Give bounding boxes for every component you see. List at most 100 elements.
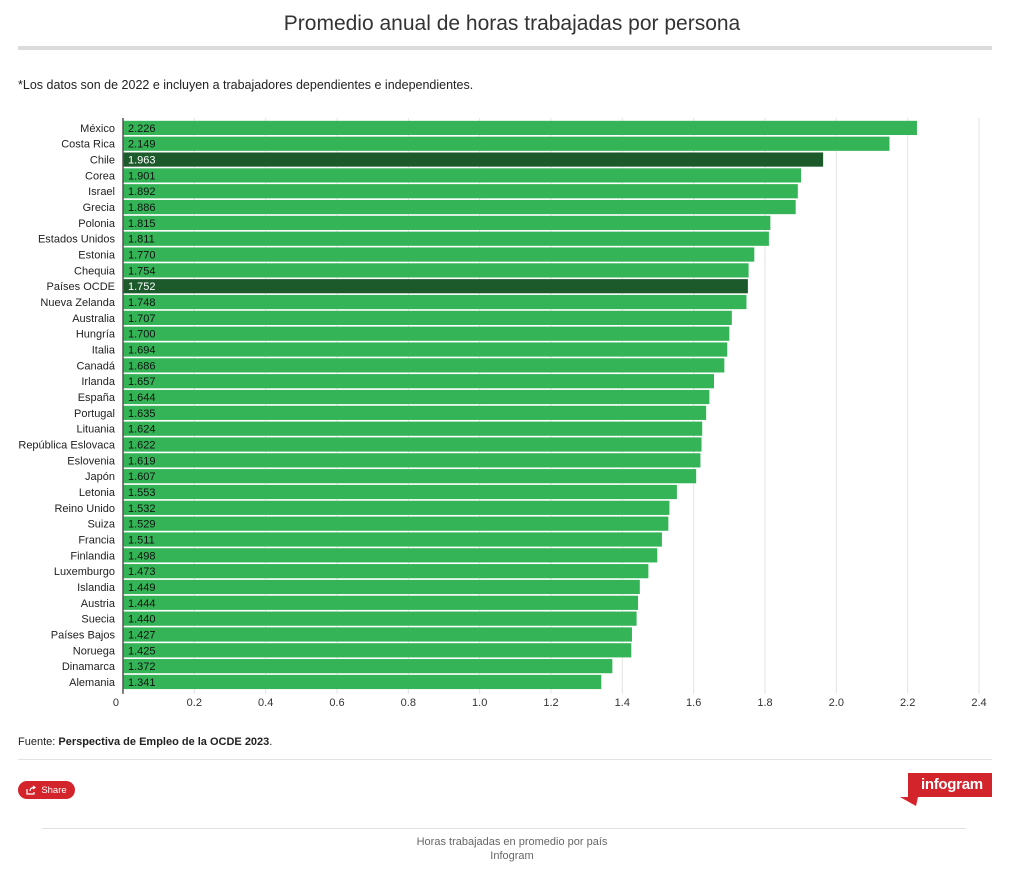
x-tick-label: 0.6 xyxy=(329,697,344,709)
category-label: México xyxy=(80,123,115,135)
value-label: 1.532 xyxy=(128,503,156,515)
category-label: Chequia xyxy=(74,265,116,277)
x-tick-label: 0 xyxy=(113,697,119,709)
category-label: Austria xyxy=(81,598,116,610)
bar xyxy=(123,231,769,246)
value-label: 1.811 xyxy=(128,234,155,246)
x-tick-label: 2.2 xyxy=(900,697,915,709)
category-label: Noruega xyxy=(73,645,116,657)
category-label: Portugal xyxy=(74,408,115,420)
category-label: Suecia xyxy=(81,614,116,626)
x-tick-label: 0.2 xyxy=(187,697,202,709)
bar xyxy=(123,595,639,610)
infogram-logo[interactable] xyxy=(900,773,992,806)
bar xyxy=(123,215,771,230)
value-label: 1.707 xyxy=(128,313,156,325)
category-label: Irlanda xyxy=(81,376,116,388)
category-label: Polonia xyxy=(78,218,116,230)
category-label: Suiza xyxy=(87,519,115,531)
bar xyxy=(123,389,710,405)
chart-title: Promedio anual de horas trabajadas por p… xyxy=(283,12,741,35)
footer-divider xyxy=(42,828,966,829)
x-tick-label: 1.4 xyxy=(615,697,630,709)
value-label: 1.444 xyxy=(128,598,156,610)
x-tick-label: 2.0 xyxy=(829,697,844,709)
value-label: 2.149 xyxy=(128,139,156,151)
category-label: Dinamarca xyxy=(62,661,116,673)
category-label: República Eslovaca xyxy=(18,440,115,452)
bar xyxy=(123,136,890,151)
category-label: Letonia xyxy=(79,487,116,499)
bar xyxy=(123,579,640,595)
value-label: 1.892 xyxy=(128,186,156,198)
bar xyxy=(123,437,702,452)
bar xyxy=(123,374,714,389)
value-label: 1.622 xyxy=(128,440,156,452)
value-label: 1.427 xyxy=(128,629,156,641)
x-tick-label: 1.0 xyxy=(472,697,487,709)
x-tick-labels: 0 0.2 0.4 0.6 0.8 1.0 1.2 1.4 1.6 1.8 2.0 2.2 2.4 xyxy=(113,697,987,709)
category-label: Nueva Zelanda xyxy=(40,297,115,309)
value-label: 1.694 xyxy=(128,345,156,357)
value-label: 1.473 xyxy=(128,566,156,578)
value-label: 1.619 xyxy=(128,455,156,467)
footer-brand-caption[interactable]: Infogram xyxy=(490,850,534,862)
bar xyxy=(123,405,707,420)
category-label: Italia xyxy=(92,345,116,357)
category-label: Australia xyxy=(72,313,116,325)
category-label: Luxemburgo xyxy=(54,566,115,578)
category-label: Corea xyxy=(85,170,116,182)
bar xyxy=(123,564,649,579)
value-label: 1.748 xyxy=(128,297,156,309)
bar xyxy=(123,421,703,436)
category-label: Países OCDE xyxy=(47,281,115,293)
value-label: 1.686 xyxy=(128,360,156,372)
footer-caption[interactable]: Horas trabajadas en promedio por país xyxy=(416,836,608,848)
brand-name: infogram xyxy=(921,776,983,793)
share-button[interactable]: Share xyxy=(18,781,75,799)
source-divider xyxy=(18,759,992,760)
bars xyxy=(123,120,917,690)
bar xyxy=(123,120,917,136)
value-label: 1.529 xyxy=(128,519,156,531)
share-icon xyxy=(26,785,37,795)
value-label: 1.553 xyxy=(128,487,156,499)
value-label: 1.901 xyxy=(128,170,156,182)
share-label: Share xyxy=(41,784,67,796)
value-label: 1.886 xyxy=(128,202,156,214)
value-label: 1.440 xyxy=(128,614,156,626)
x-tick-label: 2.4 xyxy=(971,697,986,709)
bar xyxy=(123,500,670,515)
bar xyxy=(123,532,662,547)
value-label: 1.644 xyxy=(128,392,156,404)
category-label: Estados Unidos xyxy=(38,234,116,246)
value-label: 1.752 xyxy=(128,281,156,293)
bar xyxy=(123,643,632,658)
bar xyxy=(123,294,747,310)
value-label: 2.226 xyxy=(128,123,156,135)
source-suffix: . xyxy=(269,736,273,748)
category-label: Hungría xyxy=(76,329,116,341)
value-label: 1.624 xyxy=(128,424,156,436)
category-label: Finlandia xyxy=(70,550,116,562)
source-note: Fuente: Perspectiva de Empleo de la OCDE… xyxy=(18,736,272,748)
value-label: 1.815 xyxy=(128,218,156,230)
category-label: Estonia xyxy=(78,250,116,262)
value-label: 1.963 xyxy=(128,155,156,167)
bar xyxy=(123,453,701,468)
bar xyxy=(123,611,637,626)
bar xyxy=(123,469,697,484)
bar xyxy=(123,184,798,199)
bar xyxy=(123,310,732,325)
value-label: 1.498 xyxy=(128,550,156,562)
category-label: Eslovenia xyxy=(67,455,116,467)
bar xyxy=(123,548,658,563)
bar xyxy=(123,247,755,262)
bar xyxy=(123,342,728,357)
category-label: Francia xyxy=(78,534,116,546)
value-labels: 2.226 2.149 1.963 1.901 1.892 1.886 1.815 1.811… xyxy=(128,123,156,689)
bar xyxy=(123,484,677,500)
value-label: 1.770 xyxy=(128,250,156,262)
data-note: *Los datos son de 2022 e incluyen a trab… xyxy=(18,78,474,92)
bar xyxy=(123,199,796,215)
